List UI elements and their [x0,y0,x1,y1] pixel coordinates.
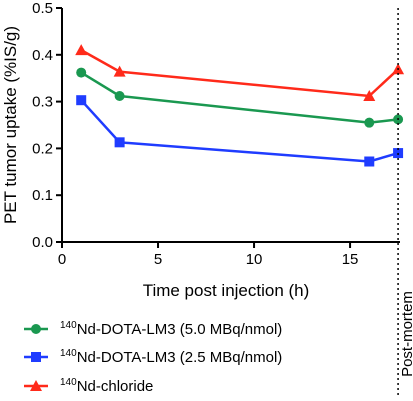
legend-label-superscript: 140 [60,377,77,388]
legend-swatch-marker [31,324,41,334]
legend-label-text: Nd-DOTA-LM3 (2.5 MBq/nmol) [77,349,283,366]
data-point [75,44,88,56]
data-point [76,95,87,106]
data-point [363,89,376,101]
legend-label: 140Nd-DOTA-LM3 (2.5 MBq/nmol) [60,348,282,366]
y-tick-label: 0.5 [32,0,53,17]
data-point [114,137,125,148]
legend-swatch-marker [30,380,42,391]
annotation-group: Post-mortem [397,8,413,396]
y-tick-label: 0.0 [32,234,53,251]
series-2 [76,95,404,167]
y-axis-title: PET tumor uptake (%IS/g) [1,26,20,224]
data-point [364,156,375,167]
legend-label-superscript: 140 [60,320,77,331]
data-point [113,65,126,77]
data-point [364,117,375,128]
data-point [114,90,125,101]
y-tick-label: 0.3 [32,94,53,111]
legend-label-superscript: 140 [60,348,77,359]
series-group [75,44,405,167]
series-line [80,71,399,124]
y-tick-label: 0.1 [32,187,53,204]
legend-label-text: Nd-chloride [77,378,154,395]
axes: 0.0 0.1 0.2 0.3 0.4 0.5 0 5 10 15 Time post inject… [1,0,400,300]
y-tick-label: 0.2 [32,140,53,157]
legend-item: 140Nd-chloride [24,377,153,395]
x-tick-label: 0 [58,251,66,268]
series-line [80,49,399,98]
post-mortem-label: Post-mortem [399,291,413,377]
x-tick-label: 10 [246,251,263,268]
x-tick-label: 15 [342,251,359,268]
legend-label: 140Nd-chloride [60,377,153,395]
legend-item: 140Nd-DOTA-LM3 (2.5 MBq/nmol) [24,348,282,366]
legend-item: 140Nd-DOTA-LM3 (5.0 MBq/nmol) [24,320,282,338]
legend-label-text: Nd-DOTA-LM3 (5.0 MBq/nmol) [77,321,283,338]
legend-label: 140Nd-DOTA-LM3 (5.0 MBq/nmol) [60,320,282,338]
series-3 [75,44,405,101]
series-line [80,99,399,163]
legend-swatch-marker [31,352,41,362]
legend: 140Nd-DOTA-LM3 (5.0 MBq/nmol)140Nd-DOTA-… [24,320,282,395]
x-tick-label: 5 [154,251,162,268]
data-point [76,67,87,78]
y-tick-label: 0.4 [32,47,53,64]
x-axis-title: Time post injection (h) [143,281,310,300]
